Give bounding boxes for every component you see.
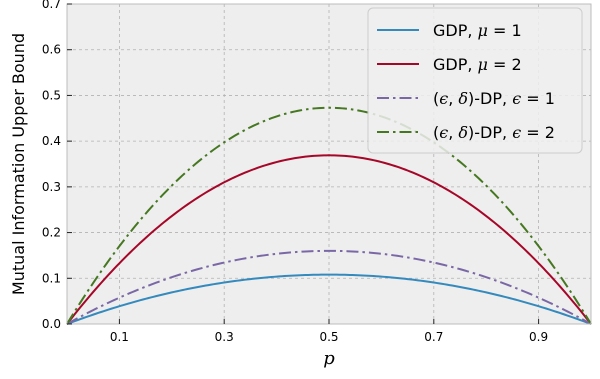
legend-label-4: (ϵ, δ)-DP, ϵ = 2	[433, 123, 555, 142]
legend-label-1: GDP, μ = 1	[433, 21, 522, 40]
y-tick-label: 0.5	[42, 88, 61, 102]
y-tick-label: 0.2	[42, 226, 61, 240]
grid	[67, 3, 591, 325]
series-group	[66, 106, 592, 325]
x-tick-label: 0.5	[319, 330, 338, 344]
y-ticks: 0.0 0.1 0.2 0.3 0.4 0.5 0.6 0.7	[42, 0, 72, 331]
x-tick-label: 0.9	[529, 330, 548, 344]
x-axis-label: p	[323, 348, 335, 369]
x-ticks: 0.1 0.3 0.5 0.7 0.9	[110, 319, 548, 344]
legend-box	[367, 7, 583, 154]
legend-label-3: (ϵ, δ)-DP, ϵ = 1	[433, 89, 555, 108]
y-tick-label: 0.3	[42, 180, 61, 194]
x-tick-label: 0.3	[215, 330, 234, 344]
series-line-2	[66, 154, 592, 325]
y-tick-label: 0.7	[42, 0, 61, 11]
series-line-1	[66, 273, 592, 325]
y-tick-label: 0.0	[42, 317, 61, 331]
y-axis-label: Mutual Information Upper Bound	[9, 33, 28, 295]
x-tick-label: 0.1	[110, 330, 129, 344]
y-tick-label: 0.4	[42, 134, 61, 148]
legend-label-2: GDP, μ = 2	[433, 55, 522, 74]
series-line-3	[66, 249, 592, 325]
series-line-4	[66, 106, 592, 325]
x-tick-label: 0.7	[424, 330, 443, 344]
y-tick-label: 0.1	[42, 271, 61, 285]
y-tick-label: 0.6	[42, 43, 61, 57]
legend: GDP, μ = 1 GDP, μ = 2 (ϵ, δ)-DP, ϵ = 1 (ϵ, …	[367, 7, 583, 154]
